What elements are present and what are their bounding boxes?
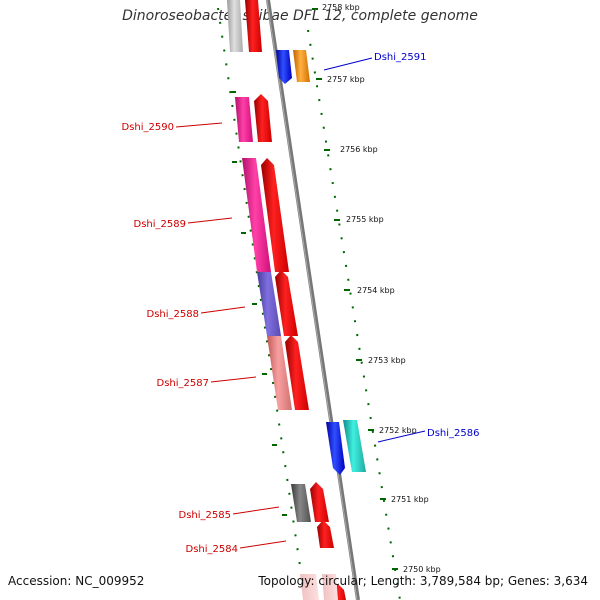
label-dshi-2584[interactable]: Dshi_2584 — [186, 544, 238, 555]
kbp-label-2752: 2752 kbp — [379, 426, 417, 435]
kbp-label-2755: 2755 kbp — [346, 215, 384, 224]
gene-bottom-pink-left[interactable] — [300, 574, 319, 600]
gene-dshi-2585-cog[interactable] — [291, 484, 311, 522]
gene-dshi-2591-cog[interactable] — [293, 50, 310, 82]
gene-dshi-2586[interactable] — [326, 422, 345, 475]
connector-dshi-2584 — [239, 540, 287, 549]
gene-dshi-2590-cog[interactable] — [235, 97, 253, 142]
kbp-label-2750: 2750 kbp — [403, 565, 441, 574]
connector-dshi-2586 — [377, 430, 426, 443]
kbp-label-2751: 2751 kbp — [391, 495, 429, 504]
kbp-label-2757: 2757 kbp — [327, 75, 365, 84]
gene-dshi-2589[interactable] — [261, 158, 289, 272]
connector-dshi-2590 — [175, 122, 223, 128]
kbp-label-2754: 2754 kbp — [357, 286, 395, 295]
kbp-label-2758: 2758 kbp — [322, 3, 360, 12]
map-title: Dinoroseobacter shibae DFL 12, complete … — [122, 8, 478, 24]
inner-tick-ring — [217, 7, 306, 600]
label-dshi-2586[interactable]: Dshi_2586 — [427, 428, 479, 439]
gene-dshi-2585[interactable] — [310, 482, 329, 522]
gene-dshi-2589-cog[interactable] — [242, 158, 271, 272]
gene-dshi-2586-cog[interactable] — [343, 420, 366, 472]
genome-backbone — [266, 0, 360, 600]
label-dshi-2590[interactable]: Dshi_2590 — [122, 122, 174, 133]
gene-dshi-2587-cog[interactable] — [267, 336, 292, 410]
connector-dshi-2589 — [187, 217, 233, 224]
connector-dshi-2591 — [323, 57, 373, 71]
label-dshi-2591[interactable]: Dshi_2591 — [374, 52, 426, 63]
gene-dshi-2584[interactable] — [317, 520, 334, 548]
connector-dshi-2587 — [210, 376, 257, 383]
gene-dshi-2587[interactable] — [285, 335, 309, 410]
gene-bottom-pink-right[interactable] — [322, 574, 338, 600]
gene-dshi-2588[interactable] — [275, 270, 298, 336]
connector-dshi-2585 — [232, 506, 280, 515]
gene-top-red[interactable] — [245, 0, 262, 52]
label-dshi-2588[interactable]: Dshi_2588 — [147, 309, 199, 320]
label-dshi-2585[interactable]: Dshi_2585 — [179, 510, 231, 521]
genome-backbone-highlight — [266, 0, 358, 600]
gene-dshi-2591[interactable] — [276, 50, 292, 84]
kbp-label-2756: 2756 kbp — [340, 145, 378, 154]
label-dshi-2589[interactable]: Dshi_2589 — [134, 219, 186, 230]
connector-dshi-2588 — [200, 306, 246, 314]
gene-dshi-2590[interactable] — [254, 94, 272, 142]
gene-top-lightgrey[interactable] — [227, 0, 243, 52]
gene-dshi-2588-cog[interactable] — [257, 272, 281, 336]
accession-text: Accession: NC_009952 — [8, 574, 145, 588]
kbp-ticks — [231, 8, 398, 570]
topology-text: Topology: circular; Length: 3,789,584 bp… — [258, 574, 588, 588]
kbp-label-2753: 2753 kbp — [368, 356, 406, 365]
label-dshi-2587[interactable]: Dshi_2587 — [157, 378, 209, 389]
